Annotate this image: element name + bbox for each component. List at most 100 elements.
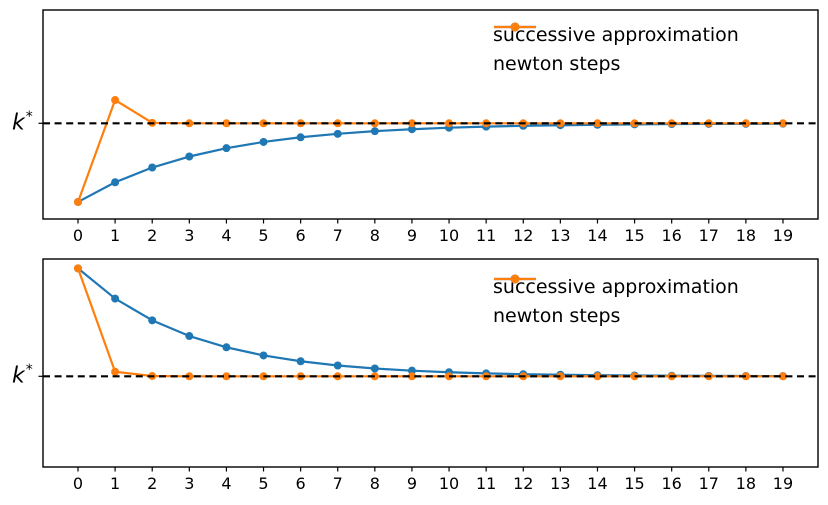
marker-successive-approximation [222, 343, 231, 352]
marker-successive-approximation [407, 366, 416, 375]
x-tick-label: 11 [475, 474, 497, 493]
marker-newton-steps [222, 372, 231, 381]
marker-successive-approximation [333, 361, 342, 370]
marker-successive-approximation [259, 351, 268, 360]
series-line-newton-steps [76, 98, 783, 203]
x-tick-label: 5 [258, 474, 269, 493]
x-tick-label: 1 [110, 226, 121, 245]
x-tick-label: 17 [698, 226, 719, 245]
marker-newton-steps [407, 119, 416, 128]
marker-successive-approximation [370, 364, 379, 373]
x-tick-label: 12 [513, 226, 534, 245]
marker-successive-approximation [185, 332, 194, 341]
marker-newton-steps [630, 372, 639, 381]
marker-successive-approximation [296, 357, 305, 366]
x-tick-label: 5 [258, 226, 269, 245]
marker-successive-approximation [333, 129, 342, 138]
marker-successive-approximation [222, 144, 231, 153]
x-tick-label: 10 [438, 226, 460, 245]
x-tick-label: 14 [587, 226, 608, 245]
legend-bottom: successive approximation newton steps [493, 273, 739, 331]
x-tick-label: 0 [72, 474, 84, 493]
x-tick-label: 16 [661, 474, 682, 493]
y-axis-label-kstar: k* [12, 362, 46, 388]
kstar-label-sup: * [25, 362, 33, 378]
marker-newton-steps [185, 372, 194, 381]
marker-successive-approximation [407, 125, 416, 134]
legend-label: successive approximation [493, 24, 739, 46]
x-tick-label: 4 [221, 474, 232, 493]
legend-item-newton-steps: newton steps [493, 274, 739, 331]
axes-frame [42, 9, 819, 220]
x-tick-label: 6 [295, 226, 306, 245]
x-tick-label: 18 [735, 226, 757, 245]
marker-newton-steps [370, 372, 379, 381]
subplot-bottom: k* successive approximation newton steps… [0, 249, 828, 505]
x-tick-label: 10 [438, 474, 460, 493]
legend-line-sample-orange [494, 22, 536, 32]
x-tick-label: 0 [72, 226, 84, 245]
marker-newton-steps [222, 119, 231, 128]
x-tick-label: 3 [184, 226, 195, 245]
kstar-label-k: k [12, 363, 25, 389]
marker-newton-steps [593, 119, 602, 128]
marker-newton-steps [111, 367, 120, 376]
marker-successive-approximation [185, 152, 194, 161]
x-tick-label: 15 [624, 474, 645, 493]
x-tick-label: 2 [147, 226, 158, 245]
x-tick-label: 18 [735, 474, 757, 493]
x-tick-label: 1 [110, 474, 121, 493]
marker-successive-approximation [111, 178, 120, 187]
legend-line-sample-orange [494, 274, 536, 284]
x-tick-label: 13 [550, 226, 571, 245]
marker-newton-steps [370, 119, 379, 128]
x-tick-label: 8 [369, 226, 380, 245]
marker-successive-approximation [259, 137, 268, 146]
x-tick-label: 15 [624, 226, 645, 245]
marker-successive-approximation [148, 316, 157, 325]
x-tick-label: 17 [698, 474, 719, 493]
plot-area-top [38, 9, 819, 224]
marker-successive-approximation [111, 294, 120, 303]
x-tick-label: 7 [332, 226, 343, 245]
kstar-label-sup: * [25, 109, 33, 125]
y-axis-label-kstar: k* [12, 109, 46, 135]
x-tick-label: 9 [406, 474, 418, 493]
marker-newton-steps [778, 119, 787, 128]
subplot-top: k* successive approximation newton steps… [0, 0, 828, 249]
x-tick-label: 14 [587, 474, 608, 493]
kstar-label-k: k [12, 110, 25, 136]
marker-newton-steps [185, 119, 194, 128]
legend-label: successive approximation [493, 276, 739, 298]
axes-frame [42, 258, 819, 468]
marker-newton-steps [630, 119, 639, 128]
marker-newton-steps [111, 96, 120, 105]
x-tick-label: 2 [147, 474, 158, 493]
marker-successive-approximation [296, 133, 305, 142]
legend-label: newton steps [493, 305, 621, 327]
marker-successive-approximation [370, 127, 379, 136]
legend-item-newton-steps: newton steps [493, 22, 739, 79]
series-line-successive-approximation [77, 122, 783, 203]
legend-top: successive approximation newton steps [493, 21, 739, 79]
marker-successive-approximation [148, 163, 157, 172]
x-tick-label: 6 [295, 474, 306, 493]
x-tick-label: 19 [772, 226, 794, 245]
x-tick-label: 11 [475, 226, 497, 245]
marker-newton-steps [778, 372, 787, 381]
marker-newton-steps [407, 372, 416, 381]
x-tick-label: 13 [550, 474, 571, 493]
x-tick-label: 9 [406, 226, 418, 245]
x-tick-label: 4 [221, 226, 232, 245]
x-tick-label: 7 [332, 474, 343, 493]
marker-newton-steps [74, 197, 82, 206]
marker-newton-steps [593, 372, 602, 381]
x-tick-label: 12 [513, 474, 534, 493]
x-tick-label: 8 [369, 474, 380, 493]
x-tick-label: 19 [772, 474, 794, 493]
plot-area-bottom [38, 258, 819, 472]
x-tick-label: 3 [184, 474, 195, 493]
legend-label: newton steps [493, 53, 621, 75]
marker-newton-steps [74, 264, 82, 273]
